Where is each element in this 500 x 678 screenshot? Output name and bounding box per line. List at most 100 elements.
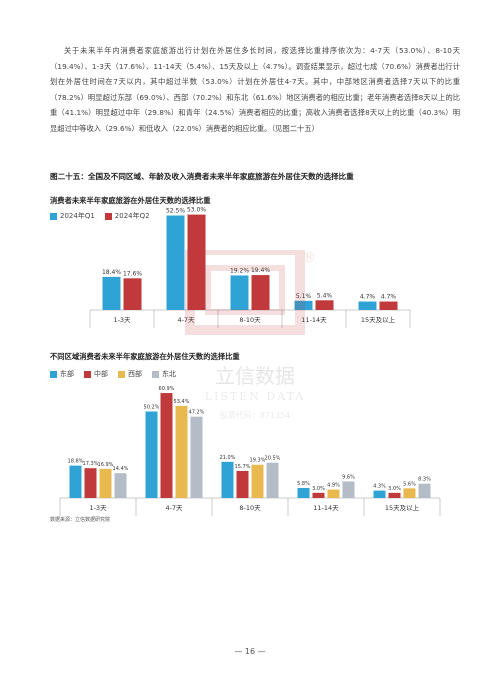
bar-3-0: [297, 488, 310, 498]
data-label: 21.0%: [220, 455, 236, 461]
bar-0-0: [69, 465, 82, 498]
bar-3-1: [312, 492, 325, 498]
watermark-logo-icon: [185, 245, 305, 335]
legend-swatch: [84, 370, 91, 378]
bar-4-1: [388, 492, 401, 498]
data-label: 19.4%: [251, 267, 270, 274]
data-label: 15.7%: [235, 464, 251, 470]
bar-3-2: [327, 489, 340, 498]
legend-label: 西部: [128, 370, 142, 378]
data-label: 47.2%: [189, 410, 205, 416]
bar-0-3: [114, 473, 127, 498]
category-label: 4-7天: [165, 504, 183, 512]
bar-1-1: [160, 393, 173, 498]
data-label: 60.9%: [159, 386, 175, 392]
chart1-legend: 2024年Q1 2024年Q2: [50, 211, 150, 221]
bar-2-0: [230, 275, 249, 310]
legend-label: 东北: [162, 370, 176, 378]
bar-0-2: [99, 468, 112, 498]
watermark-logo: ® 立信数据 LISTEN DATA 股票代码：871354: [180, 245, 330, 430]
bar-4-0: [358, 301, 377, 310]
data-label: 14.4%: [113, 466, 129, 472]
source-note: 数据来源：立信数据研究院: [50, 517, 111, 523]
legend-label: 2024年Q2: [114, 212, 150, 220]
legend-swatch: [50, 212, 57, 220]
legend-swatch: [50, 370, 57, 378]
category-label: 15天及以上: [361, 315, 396, 324]
data-label: 4.3%: [373, 484, 386, 490]
legend-swatch: [104, 212, 112, 220]
category-label: 1-3天: [89, 504, 107, 512]
bar-2-3: [266, 462, 279, 498]
bar-4-0: [373, 490, 386, 498]
bar-3-1: [315, 300, 334, 310]
data-label: 20.5%: [265, 456, 281, 462]
data-label: 4.9%: [327, 483, 340, 489]
bar-0-0: [102, 276, 121, 310]
data-label: 4.7%: [360, 294, 376, 301]
legend-item-q1: 2024年Q1: [50, 211, 95, 221]
bar-4-1: [379, 301, 398, 310]
data-label: 5.6%: [403, 481, 416, 487]
bar-1-0: [145, 411, 158, 498]
legend-item-west: 西部: [118, 369, 142, 379]
bar-1-2: [175, 405, 188, 498]
bar-0-1: [123, 278, 142, 310]
data-label: 18.8%: [68, 459, 84, 465]
bar-1-3: [190, 416, 203, 498]
category-label: 8-10天: [239, 316, 261, 324]
bar-2-1: [251, 275, 270, 310]
legend-label: 东部: [60, 370, 74, 378]
data-label: 19.3%: [250, 458, 266, 464]
watermark-shape: [205, 265, 285, 315]
data-label: 18.4%: [102, 269, 121, 276]
bar-4-2: [403, 488, 416, 498]
data-label: 3.0%: [312, 486, 325, 492]
watermark-name: 立信数据: [215, 364, 295, 388]
bar-2-1: [236, 470, 249, 498]
page-number: — 16 —: [234, 647, 266, 656]
legend-label: 中部: [94, 370, 108, 378]
legend-item-q2: 2024年Q2: [104, 211, 150, 221]
legend-swatch: [118, 370, 125, 378]
legend-swatch: [152, 370, 159, 378]
data-label: 19.2%: [230, 267, 249, 274]
legend-label: 2024年Q1: [60, 212, 95, 220]
data-label: 52.5%: [166, 208, 185, 215]
figure-title: 图二十五：全国及不同区域、年龄及收入消费者未来半年家庭旅游在外居住天数的选择比重: [50, 172, 354, 181]
category-label: 11-14天: [301, 316, 327, 324]
bar-3-3: [342, 481, 355, 498]
chart1-title: 消费者未来半年家庭旅游在外居住天数的选择比重: [50, 196, 211, 205]
data-label: 5.1%: [296, 293, 312, 300]
data-label: 4.7%: [381, 294, 397, 301]
legend-item-central: 中部: [84, 369, 108, 379]
data-label: 17.3%: [83, 461, 99, 467]
data-label: 9.6%: [342, 474, 355, 480]
data-label: 5.8%: [297, 481, 310, 487]
category-label: 11-14天: [313, 504, 339, 512]
legend-item-east: 东部: [50, 369, 74, 379]
watermark-code: 股票代码：871354: [219, 411, 291, 420]
watermark-shape: [185, 245, 305, 335]
bar-3-0: [294, 300, 313, 310]
bar-2-2: [251, 464, 264, 498]
watermark-registered: ®: [302, 250, 316, 266]
category-label: 15天及以上: [385, 503, 420, 512]
data-label: 5.4%: [317, 292, 333, 299]
category-label: 1-3天: [113, 316, 131, 324]
bar-0-1: [84, 468, 97, 498]
data-label: 50.2%: [144, 405, 160, 411]
watermark-name-en: LISTEN DATA: [204, 390, 306, 403]
data-label: 53.0%: [187, 207, 206, 214]
category-label: 4-7天: [177, 316, 195, 324]
data-label: 8.3%: [418, 477, 431, 483]
chart2-legend: 东部 中部 西部 东北: [50, 369, 176, 379]
data-label: 17.6%: [123, 270, 142, 277]
category-label: 8-10天: [239, 504, 261, 512]
bar-1-1: [187, 214, 206, 310]
data-label: 3.0%: [388, 486, 401, 492]
chart2-title: 不同区域消费者未来半年家庭旅游在外居住天数的选择比重: [50, 352, 240, 361]
data-label: 16.9%: [98, 462, 114, 468]
